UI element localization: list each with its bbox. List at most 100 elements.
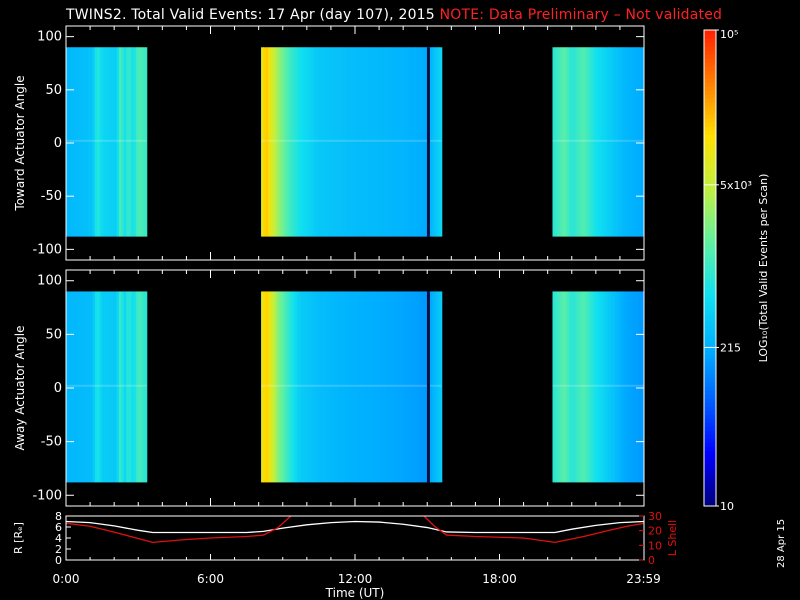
r-tick-label-2: 4 <box>55 532 62 545</box>
heatmap-cell-1-12 <box>94 291 98 483</box>
heatmap-cell-0-112 <box>559 47 563 237</box>
heatmap-cell-0-79 <box>369 47 373 237</box>
heatmap-cell-0-44 <box>285 47 289 237</box>
heatmap-cell-1-104 <box>429 291 433 483</box>
heatmap-cell-0-11 <box>92 47 96 237</box>
heatmap-cell-1-91 <box>398 291 402 483</box>
heatmap-cell-1-53 <box>306 291 310 483</box>
heatmap-cell-0-57 <box>316 47 320 237</box>
heatmap-cell-1-119 <box>576 291 580 483</box>
middle-y-label: Away Actuator Angle <box>13 325 27 450</box>
heatmap-cell-0-21 <box>116 47 120 237</box>
heatmap-cell-0-58 <box>318 47 322 237</box>
heatmap-cell-0-65 <box>335 47 339 237</box>
zero-angle-band-1 <box>261 139 442 142</box>
heatmap-cell-0-120 <box>578 47 582 237</box>
heatmap-cell-1-76 <box>362 291 366 483</box>
heatmap-cell-0-71 <box>350 47 354 237</box>
heatmap-cell-0-87 <box>388 47 392 237</box>
colorbar-step-23 <box>704 410 716 415</box>
heatmap-cell-1-86 <box>386 291 390 483</box>
heatmap-cell-1-88 <box>391 291 395 483</box>
top-y-ticks: 100 50 0 -50 -100 <box>32 26 645 260</box>
heatmap-cell-1-8 <box>85 291 89 483</box>
colorbar-step-52 <box>704 294 716 299</box>
heatmap-cell-0-130 <box>603 47 607 237</box>
colorbar-step-48 <box>704 310 716 315</box>
heatmap-cell-1-117 <box>571 291 575 483</box>
heatmap-cell-1-34 <box>261 291 265 483</box>
heatmap-cell-1-94 <box>405 291 409 483</box>
colorbar-step-56 <box>704 278 716 283</box>
x-tick-label-0: 0:00 <box>53 572 80 586</box>
heatmap-cell-0-83 <box>379 47 383 237</box>
heatmap-cell-0-16 <box>104 47 108 237</box>
heatmap-cell-1-43 <box>282 291 286 483</box>
colorbar-step-85 <box>704 162 716 167</box>
heatmap-cell-0-61 <box>326 47 330 237</box>
colorbar-step-111 <box>704 58 716 63</box>
heatmap-cell-0-77 <box>364 47 368 237</box>
chart-title: TWINS2. Total Valid Events: 17 Apr (day … <box>66 7 722 23</box>
heatmap-cell-1-109 <box>552 291 556 483</box>
heatmap-cell-0-43 <box>282 47 286 237</box>
colorbar-step-68 <box>704 230 716 235</box>
dark-line-0 <box>426 291 430 483</box>
colorbar-step-55 <box>704 282 716 287</box>
heatmap-cell-0-146 <box>641 47 644 237</box>
heatmap-cell-0-124 <box>588 47 592 237</box>
colorbar-step-44 <box>704 326 716 331</box>
heatmap-cell-1-132 <box>607 291 611 483</box>
heatmap-cell-1-111 <box>557 291 561 483</box>
heatmap-cell-1-39 <box>273 291 277 483</box>
heatmap-cell-0-89 <box>393 47 397 237</box>
heatmap-cell-1-36 <box>265 291 269 483</box>
zero-angle-band-2 <box>552 384 644 387</box>
heatmap-cell-0-122 <box>583 47 587 237</box>
heatmap-cell-1-114 <box>564 291 568 483</box>
y-tick-label-4: -100 <box>32 488 62 503</box>
heatmap-cell-1-136 <box>617 291 621 483</box>
heatmap-cell-1-97 <box>412 291 416 483</box>
heatmap-cell-0-2 <box>70 47 74 237</box>
y-tick-label-1: 50 <box>45 327 62 342</box>
heatmap-cell-0-69 <box>345 47 349 237</box>
heatmap-cell-0-56 <box>314 47 318 237</box>
heatmap-cell-1-90 <box>395 291 399 483</box>
heatmap-cell-0-64 <box>333 47 337 237</box>
heatmap-cell-1-20 <box>114 291 118 483</box>
heatmap-cell-0-45 <box>287 47 291 237</box>
heatmap-cell-1-24 <box>123 291 127 483</box>
heatmap-cell-1-106 <box>434 291 438 483</box>
heatmap-cell-1-59 <box>321 291 325 483</box>
heatmap-cell-0-4 <box>75 47 79 237</box>
lshell-tick-label-3: 30 <box>648 510 662 523</box>
heatmap-cell-1-116 <box>569 291 573 483</box>
colorbar-step-81 <box>704 178 716 183</box>
y-tick-label-4: -100 <box>32 242 62 257</box>
colorbar-step-41 <box>704 338 716 343</box>
colorbar-step-40 <box>704 342 716 347</box>
colorbar-step-43 <box>704 330 716 335</box>
heatmap-cell-1-55 <box>311 291 315 483</box>
heatmap-cell-1-72 <box>352 291 356 483</box>
colorbar-step-75 <box>704 202 716 207</box>
colorbar-step-20 <box>704 422 716 427</box>
heatmap-cell-0-13 <box>97 47 101 237</box>
heatmap-cell-1-27 <box>131 291 135 483</box>
heatmap-cell-1-74 <box>357 291 361 483</box>
heatmap-cell-0-86 <box>386 47 390 237</box>
heatmap-cell-1-38 <box>270 291 274 483</box>
heatmap-cell-1-64 <box>333 291 337 483</box>
heatmap-cell-0-121 <box>581 47 585 237</box>
heatmap-cell-1-125 <box>591 291 595 483</box>
colorbar-step-2 <box>704 494 716 499</box>
heatmap-cell-1-67 <box>340 291 344 483</box>
heatmap-cell-1-16 <box>104 291 108 483</box>
heatmap-cell-1-61 <box>326 291 330 483</box>
heatmap-cell-0-94 <box>405 47 409 237</box>
heatmap-cell-0-141 <box>629 47 633 237</box>
heatmap-cell-0-38 <box>270 47 274 237</box>
heatmap-cell-0-109 <box>552 47 556 237</box>
heatmap-cell-1-137 <box>619 291 623 483</box>
